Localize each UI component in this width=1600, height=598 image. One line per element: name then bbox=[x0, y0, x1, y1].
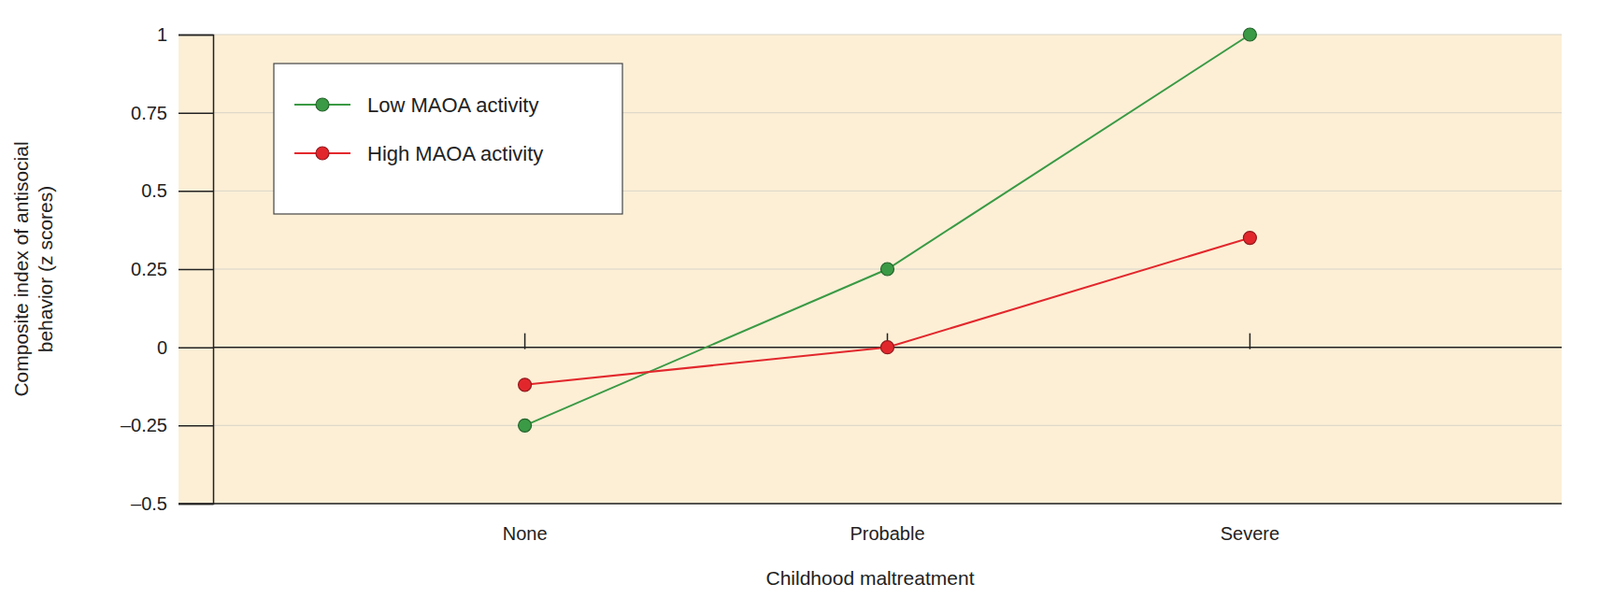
legend-label: Low MAOA activity bbox=[367, 93, 539, 117]
x-axis-title: Childhood maltreatment bbox=[766, 567, 975, 589]
y-tick-mark bbox=[178, 425, 214, 428]
y-tick-label: 0.5 bbox=[141, 180, 168, 201]
series bbox=[518, 231, 1258, 392]
y-axis-title-line: Composite index of antisocial bbox=[10, 141, 32, 397]
y-axis-line bbox=[178, 35, 215, 505]
y-axis-title: Composite index of antisocialbehavior (z… bbox=[10, 141, 57, 397]
x-tick-label: None bbox=[502, 523, 548, 544]
y-tick-label: 0.25 bbox=[130, 258, 168, 280]
legend-marker bbox=[315, 98, 329, 112]
y-tick: 0 bbox=[157, 337, 214, 358]
y-tick: 0.75 bbox=[130, 102, 214, 124]
series-marker bbox=[518, 378, 532, 392]
series-line bbox=[525, 238, 1251, 386]
legend: Low MAOA activity High MAOA activity bbox=[273, 63, 623, 215]
series-marker bbox=[1242, 28, 1257, 42]
plot-bottom-frame bbox=[178, 502, 1562, 505]
y-tick: 1 bbox=[157, 24, 214, 45]
y-tick-mark bbox=[178, 190, 214, 193]
y-tick-label: –0.25 bbox=[120, 414, 168, 436]
legend-label: High MAOA activity bbox=[367, 142, 543, 166]
grid-line bbox=[213, 34, 1562, 36]
series-marker bbox=[881, 262, 895, 276]
series-line bbox=[525, 34, 1251, 426]
y-tick-label: –0.5 bbox=[130, 493, 168, 515]
plot-area bbox=[518, 28, 1258, 432]
grid-line bbox=[213, 425, 1562, 427]
y-tick-mark bbox=[178, 346, 214, 349]
y-tick: –0.25 bbox=[120, 414, 214, 436]
x-tick-label: Probable bbox=[849, 523, 925, 544]
y-tick-mark bbox=[178, 112, 214, 115]
x-axis: None Probable Severe bbox=[213, 333, 1562, 544]
y-tick-label: 0 bbox=[157, 337, 168, 358]
y-tick-mark bbox=[178, 269, 214, 272]
y-tick: 0.25 bbox=[130, 258, 214, 280]
plot-background bbox=[178, 34, 1562, 504]
grid bbox=[213, 34, 1562, 504]
series-marker bbox=[518, 418, 532, 432]
x-tick-mark bbox=[1249, 333, 1252, 350]
series bbox=[518, 28, 1258, 432]
y-axis-title-line: behavior (z scores) bbox=[34, 185, 57, 354]
y-tick-mark bbox=[178, 34, 214, 37]
y-tick-label: 1 bbox=[157, 24, 168, 45]
legend-box bbox=[273, 63, 623, 215]
y-tick-label: 0.75 bbox=[130, 102, 168, 124]
legend-marker bbox=[315, 146, 329, 160]
series-marker bbox=[881, 341, 895, 355]
chart: –0.5 –0.25 0 0.25 0.5 0.75 1 None Probable Severe… bbox=[0, 0, 1600, 598]
y-axis: –0.5 –0.25 0 0.25 0.5 0.75 1 bbox=[120, 24, 215, 515]
y-tick: 0.5 bbox=[141, 180, 214, 201]
series-marker bbox=[1242, 231, 1257, 245]
x-tick-label: Severe bbox=[1220, 523, 1280, 544]
x-tick-mark bbox=[524, 333, 527, 350]
